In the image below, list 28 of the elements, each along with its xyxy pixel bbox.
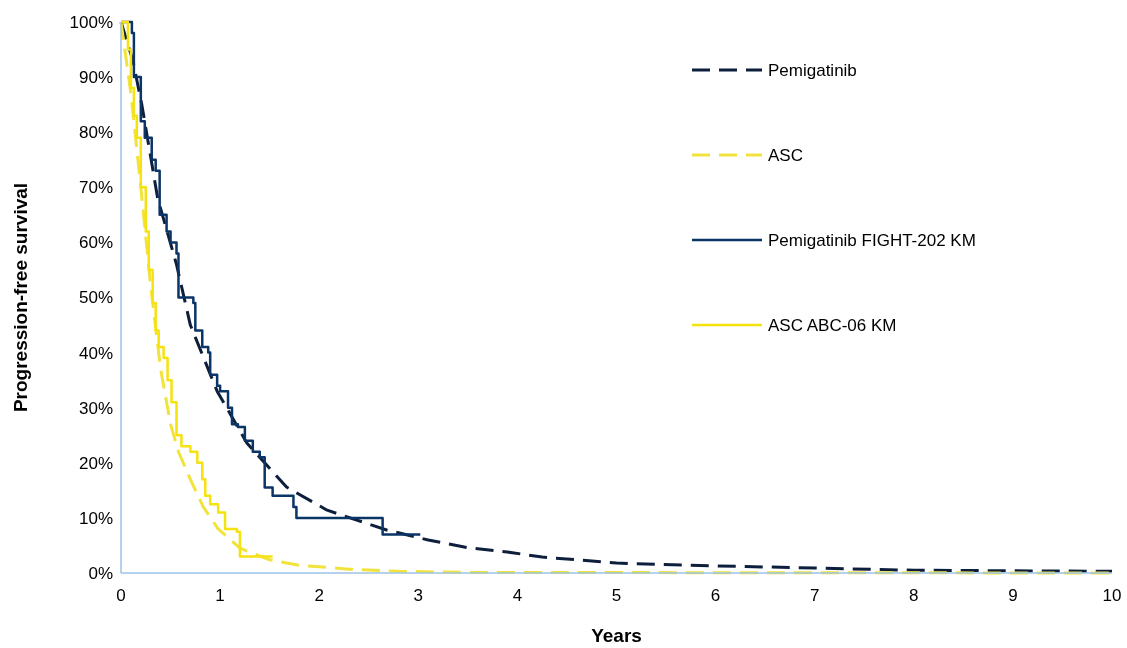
x-axis-title: Years — [591, 625, 642, 646]
y-tick-label: 90% — [78, 68, 113, 88]
y-tick-label: 60% — [78, 233, 113, 253]
x-tick-label: 7 — [809, 586, 820, 605]
x-tick-label: 6 — [710, 586, 721, 605]
legend-label: ASC ABC-06 KM — [768, 316, 897, 335]
y-tick-label: 40% — [78, 343, 113, 363]
y-tick-label: 70% — [78, 178, 113, 198]
x-tick-label: 10 — [1102, 586, 1122, 605]
x-tick-label: 2 — [314, 586, 324, 605]
y-tick-label: 10% — [78, 508, 113, 528]
x-tick-label: 9 — [1008, 586, 1018, 605]
y-tick-label: 50% — [78, 288, 113, 308]
y-axis-title: Progression-free survival — [10, 182, 31, 413]
legend-label: ASC — [768, 146, 803, 165]
y-tick-label: 80% — [78, 123, 113, 143]
y-tick-label: 0% — [88, 563, 113, 583]
y-tick-label: 100% — [69, 12, 113, 32]
x-tick-label: 1 — [215, 586, 225, 605]
x-tick-label: 0 — [116, 586, 126, 605]
legend-label: Pemigatinib FIGHT-202 KM — [768, 231, 976, 250]
y-tick-label: 20% — [78, 453, 113, 473]
x-tick-label: 3 — [413, 586, 424, 605]
x-tick-label: 8 — [909, 586, 919, 605]
x-tick-label: 4 — [512, 586, 523, 605]
y-tick-label: 30% — [78, 398, 113, 418]
legend-label: Pemigatinib — [768, 61, 857, 80]
x-tick-label: 5 — [611, 586, 622, 605]
